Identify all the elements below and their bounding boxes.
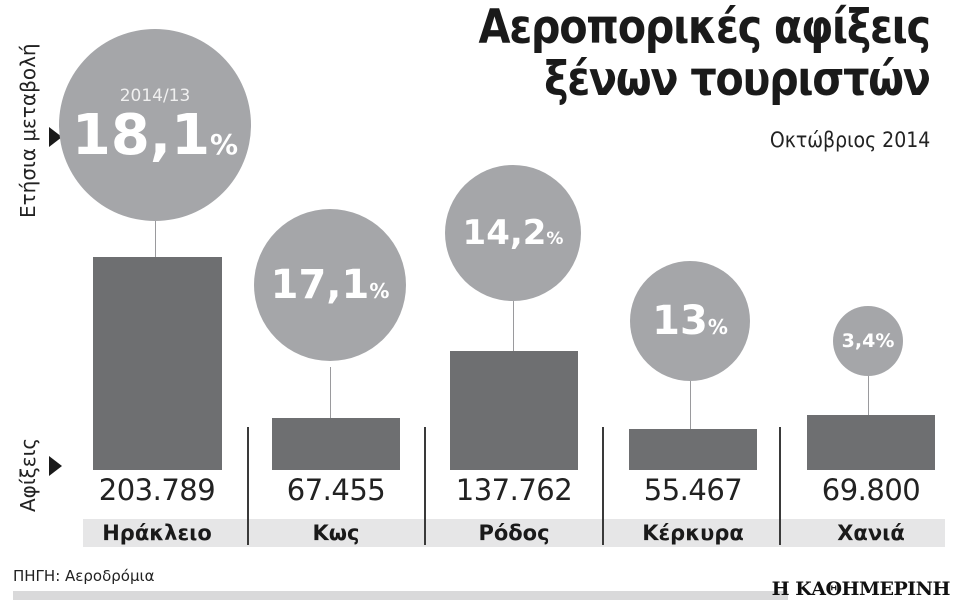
arrivals-pointer-icon	[49, 456, 62, 476]
bar-chania	[807, 415, 935, 470]
title-line-1: Αεροπορικές αφίξεις	[478, 0, 931, 55]
change-number: 3,4	[841, 329, 876, 352]
column-divider	[424, 427, 426, 545]
bar-heraklion	[93, 257, 222, 470]
arrivals-axis-label: Αφίξεις	[16, 437, 40, 512]
footer-rule	[13, 591, 788, 600]
column-divider	[779, 427, 781, 545]
bar-kos	[272, 418, 400, 470]
percent-symbol: %	[210, 128, 239, 161]
chart-title: Αεροπορικές αφίξεις ξένων τουριστών	[478, 0, 931, 107]
percent-symbol: %	[546, 229, 564, 249]
percent-symbol: %	[369, 279, 390, 303]
publisher-logo: Η ΚΑΘΗΜΕΡΙΝΗ	[771, 578, 951, 600]
change-bubble-chania: 3,4%	[833, 306, 903, 376]
category-label-heraklion: Ηράκλειο	[102, 521, 212, 545]
arrivals-value-chania: 69.800	[821, 473, 921, 507]
annual-change-pointer-icon	[49, 127, 62, 147]
connector-line	[155, 221, 156, 257]
category-label-chania: Χανιά	[837, 521, 905, 545]
change-value: 13%	[652, 301, 728, 341]
change-value: 14,2%	[463, 216, 564, 250]
source-note: ΠΗΓΗ: Αεροδρόμια	[13, 567, 155, 585]
connector-line	[868, 376, 869, 415]
bar-rhodes	[450, 351, 578, 470]
connector-line	[513, 301, 514, 351]
category-label-kos: Κως	[312, 521, 360, 545]
percent-symbol: %	[707, 315, 728, 339]
column-divider	[247, 427, 249, 545]
bar-corfu	[629, 429, 757, 470]
category-label-rhodes: Ρόδος	[478, 521, 550, 545]
change-bubble-kos: 17,1%	[254, 209, 406, 361]
title-line-2: ξένων τουριστών	[544, 52, 931, 107]
category-label-corfu: Κέρκυρα	[642, 521, 744, 545]
change-value: 3,4%	[841, 329, 895, 352]
arrivals-value-rhodes: 137.762	[455, 473, 573, 507]
percent-symbol: %	[875, 329, 895, 352]
change-bubble-heraklion: 2014/13 18,1%	[59, 29, 251, 221]
change-number: 13	[652, 298, 708, 344]
arrivals-value-corfu: 55.467	[643, 473, 743, 507]
arrivals-value-heraklion: 203.789	[98, 473, 216, 507]
change-bubble-corfu: 13%	[630, 261, 750, 381]
category-band	[83, 519, 945, 547]
change-period-label: 2014/13	[119, 86, 191, 106]
change-value: 18,1%	[72, 108, 238, 164]
column-divider	[602, 427, 604, 545]
change-bubble-rhodes: 14,2%	[445, 165, 581, 301]
connector-line	[330, 367, 331, 418]
change-value: 17,1%	[271, 265, 390, 305]
connector-line	[690, 381, 691, 429]
change-number: 14,2	[462, 213, 547, 253]
arrivals-value-kos: 67.455	[286, 473, 386, 507]
change-number: 17,1	[270, 262, 370, 308]
chart-subtitle: Οκτώβριος 2014	[769, 128, 930, 152]
annual-change-axis-label: Ετήσια μεταβολή	[16, 43, 40, 218]
change-number: 18,1	[71, 103, 211, 168]
